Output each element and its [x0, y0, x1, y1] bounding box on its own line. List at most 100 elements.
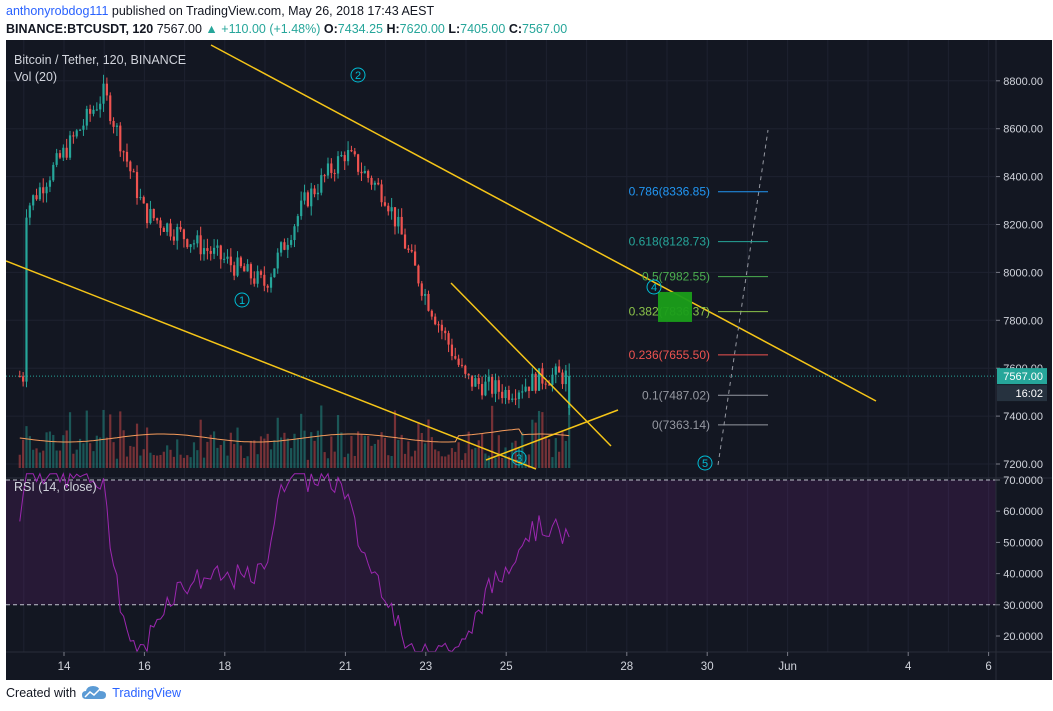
candle-body — [243, 266, 246, 272]
chart-area[interactable]: 0.786(8336.85) 0.618(8128.73) 0.5(7982.55)… — [6, 40, 1052, 680]
volume-bar — [72, 453, 75, 468]
candles — [18, 74, 571, 415]
candle-body — [38, 187, 41, 200]
volume-bar — [306, 459, 309, 468]
rsi-axis-label: 20.0000 — [1003, 631, 1043, 643]
volume-bar — [206, 441, 209, 468]
candle-body — [306, 192, 309, 207]
candle-body — [527, 386, 531, 391]
volume-bar — [367, 435, 370, 468]
volume-bar — [166, 445, 169, 468]
candle-body — [487, 376, 490, 382]
volume-bar — [283, 432, 286, 468]
candle-body — [430, 310, 433, 317]
candle-body — [316, 192, 320, 195]
rsi-axis-label: 40.0000 — [1003, 569, 1043, 581]
volume-bar — [68, 412, 72, 468]
countdown-tag — [997, 385, 1047, 402]
candle-body — [300, 200, 303, 217]
candle-body — [283, 242, 286, 250]
countdown-text: 16:02 — [1015, 388, 1043, 400]
last-price-tag — [997, 368, 1047, 385]
author-link[interactable]: anthonyrobdog111 — [6, 4, 109, 18]
candle-body — [420, 283, 423, 296]
volume-bar — [290, 448, 293, 468]
time-axis-label: 25 — [500, 661, 513, 673]
high-value: 7620.00 — [399, 22, 445, 36]
candle-body — [326, 163, 330, 176]
price-change: ▲ — [205, 22, 217, 36]
last-price-tag-text: 7567.00 — [1003, 371, 1043, 383]
published-text: published on TradingView.com, May 26, 20… — [111, 4, 435, 18]
volume-bar — [162, 451, 165, 468]
volume-bar — [95, 435, 98, 468]
candle-body — [387, 205, 390, 212]
wave-label: 2 — [355, 70, 361, 82]
volume-bar — [199, 419, 202, 468]
candle-body — [568, 376, 571, 408]
volume-bar — [293, 433, 296, 468]
volume-bar — [42, 450, 45, 468]
chart-svg[interactable]: 0.786(8336.85) 0.618(8128.73) 0.5(7982.55)… — [6, 40, 1052, 680]
volume-bar — [467, 431, 470, 468]
candle-body — [209, 250, 212, 254]
volume-bar — [517, 447, 521, 468]
candle-body — [494, 380, 497, 394]
volume-bar — [219, 444, 222, 468]
candle-body — [78, 129, 82, 131]
volume-bar — [75, 449, 78, 468]
volume-bar — [286, 438, 289, 468]
candle-body — [202, 248, 206, 255]
volume-bar — [343, 457, 346, 468]
candle-body — [514, 398, 517, 400]
volume-bar — [501, 457, 504, 468]
candle-body — [340, 155, 343, 157]
candle-body — [142, 197, 145, 204]
candle-body — [206, 248, 209, 251]
candle-body — [139, 197, 142, 199]
volume-bar — [233, 444, 236, 468]
volume-bar — [246, 456, 249, 468]
price-axis-label: 8800.00 — [1003, 76, 1043, 88]
rsi-line — [19, 472, 570, 654]
volume-bar — [48, 431, 52, 468]
volume-bar — [417, 422, 420, 468]
volume-bar — [145, 427, 149, 468]
candle-body — [162, 227, 165, 232]
change-value: +110.00 (+1.48%) — [221, 22, 321, 36]
axes: 8800.00 8600.00 8400.00 8200.00 8000.00 7800.… — [6, 40, 1052, 680]
candle-body — [112, 120, 115, 127]
price-axis-label: 8600.00 — [1003, 124, 1043, 136]
candle-body — [403, 234, 407, 249]
candle-body — [323, 175, 326, 177]
candle-body — [226, 256, 229, 259]
tradingview-link[interactable]: TradingView — [112, 686, 181, 700]
last-price: 7567.00 — [156, 22, 202, 36]
volume-bar — [390, 455, 393, 468]
candle-body — [179, 226, 182, 230]
candle-body — [156, 218, 159, 221]
volume-bar — [229, 432, 232, 468]
volume-bar — [447, 454, 450, 468]
candle-body — [18, 376, 21, 378]
candle-body — [95, 109, 98, 111]
candle-body — [336, 156, 340, 174]
volume-bar — [105, 437, 108, 468]
trendline — [485, 409, 619, 461]
candle-body — [310, 188, 313, 207]
volume-bar — [296, 438, 299, 468]
candle-body — [491, 376, 494, 394]
candle-body — [65, 147, 68, 158]
candle-body — [32, 195, 35, 206]
rsi-pane — [6, 472, 1052, 654]
candle-body — [68, 135, 72, 158]
candle-body — [75, 130, 78, 137]
volume-bar — [25, 426, 28, 468]
candle-body — [380, 184, 383, 203]
footer: Created with TradingView — [6, 686, 181, 700]
volume-bar — [263, 438, 266, 468]
price-axis-label: 7400.00 — [1003, 411, 1043, 423]
volume-bar — [249, 440, 253, 468]
candle-body — [62, 147, 65, 158]
volume-bar — [259, 436, 263, 468]
